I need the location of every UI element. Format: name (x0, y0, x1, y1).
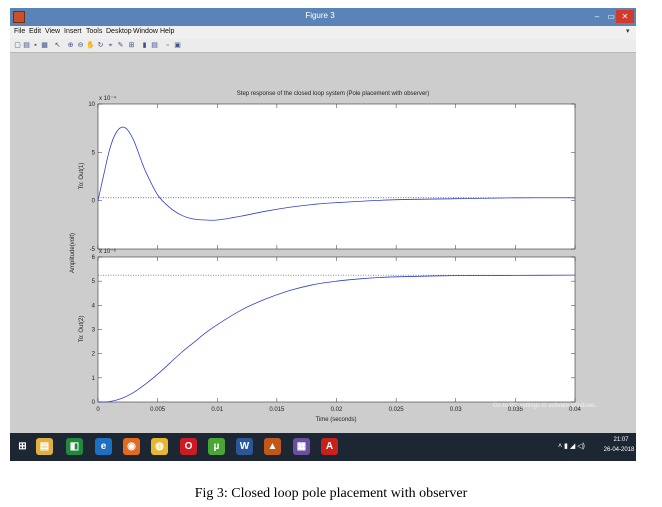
menu-file[interactable]: File (14, 28, 26, 35)
xtick-label: 0.03 (450, 407, 462, 413)
windows-start-icon[interactable]: ⊞ (14, 438, 31, 455)
xtick-label: 0.035 (508, 407, 524, 413)
step-response-chart: Step response of the closed loop system … (70, 91, 581, 423)
subplot-2-ytick-label: 4 (92, 303, 96, 309)
edit-plot-arrow-icon[interactable]: ↖ (54, 42, 61, 49)
figure-toolbar: ▢ ▤ ▪ ▦ ↖ ⊕ ⊖ ✋ ↻ ⌖ ✎ ⊞ ▮ ▤ ▫ ▣ (10, 39, 636, 53)
subplot-1-axes[interactable] (97, 103, 576, 250)
xtick-label: 0.015 (269, 407, 285, 413)
firefox-icon[interactable]: ◉ (123, 438, 140, 455)
subplot-2-ytick-label: 2 (92, 352, 96, 358)
subplot-2-ytick-label: 3 (92, 328, 96, 334)
subplot-2-exponent-label: x 10⁻⁶ (99, 248, 117, 255)
activate-windows-watermark: Activate Windows (493, 389, 572, 400)
xtick-label: 0.02 (331, 407, 343, 413)
subplot-2-ytick-label: 0 (92, 400, 96, 406)
subplot-2-ylabel: To: Out(2) (79, 316, 85, 343)
opera-icon[interactable]: O (180, 438, 197, 455)
subplot-1-ytick-label: 5 (92, 150, 96, 156)
chart-xlabel: Time (seconds) (315, 417, 356, 423)
hide-plot-tools-icon[interactable]: ▫ (166, 42, 169, 49)
pan-hand-icon[interactable]: ✋ (86, 42, 95, 49)
chart-ylabel: Amplitude(volt) (70, 233, 76, 273)
brush-icon[interactable]: ✎ (117, 42, 124, 49)
open-file-icon[interactable]: ▤ (23, 42, 30, 49)
menu-edit[interactable]: Edit (29, 28, 42, 35)
xtick-label: 0.01 (211, 407, 223, 413)
word-icon[interactable]: W (236, 438, 253, 455)
subplot-1-exponent-label: x 10⁻⁴ (99, 95, 117, 102)
media-app-icon[interactable]: ▦ (293, 438, 310, 455)
utorrent-icon[interactable]: µ (208, 438, 225, 455)
subplot-1-ytick-label: 0 (92, 199, 96, 205)
menu-overflow-arrow-icon[interactable]: ▾ (626, 28, 630, 35)
xtick-label: 0.025 (389, 407, 405, 413)
subplot-2-ytick-label: 1 (92, 376, 96, 382)
title-bar[interactable]: Figure 3 – ▭ ✕ (10, 8, 636, 26)
activate-windows-hint: Go to PC settings to activate Windows. (493, 403, 597, 409)
file-explorer-icon[interactable]: ▤ (36, 438, 53, 455)
menu-help[interactable]: Help (160, 28, 175, 35)
window-title: Figure 3 (305, 11, 335, 20)
zoom-in-icon[interactable]: ⊕ (67, 42, 74, 49)
subplot-2-response-line[interactable] (97, 274, 576, 403)
acrobat-icon[interactable]: A (321, 438, 338, 455)
new-figure-icon[interactable]: ▢ (14, 42, 21, 49)
store-icon[interactable]: ◧ (66, 438, 83, 455)
print-icon[interactable]: ▦ (41, 42, 48, 49)
subplot-2-axes[interactable] (97, 256, 576, 403)
xtick-label: 0.005 (150, 407, 166, 413)
subplot-1-ytick-label: -5 (90, 247, 96, 253)
insert-legend-icon[interactable]: ▤ (151, 42, 158, 49)
matlab-figure-icon[interactable] (13, 11, 25, 23)
internet-explorer-icon[interactable]: e (95, 438, 112, 455)
minimize-button[interactable]: – (594, 12, 600, 21)
matlab-icon[interactable]: ▲ (264, 438, 281, 455)
menu-window[interactable]: Window (133, 28, 158, 35)
subplot-1-ylabel: To: Out(1) (79, 163, 85, 190)
figure-canvas: Step response of the closed loop system … (10, 54, 636, 431)
xtick-label: 0 (96, 407, 100, 413)
clock-date[interactable]: 26-04-2018 (603, 447, 635, 453)
show-plot-tools-icon[interactable]: ▣ (174, 42, 181, 49)
subplot-2-ytick-label: 5 (92, 279, 96, 285)
system-tray-icons[interactable]: ˄ ▮ ◢ ◁) (558, 443, 585, 450)
menu-tools[interactable]: Tools (86, 28, 103, 35)
save-icon[interactable]: ▪ (34, 42, 37, 49)
link-plot-icon[interactable]: ⊞ (128, 42, 135, 49)
clock-time[interactable]: 21:07 (613, 437, 629, 443)
subplot-2-ytick-label: 6 (92, 255, 96, 261)
subplot-1-ytick-label: 10 (88, 102, 95, 108)
zoom-out-icon[interactable]: ⊖ (77, 42, 84, 49)
maximize-button[interactable]: ▭ (607, 12, 615, 21)
insert-colorbar-icon[interactable]: ▮ (142, 42, 147, 49)
subplot-1-response-line[interactable] (97, 126, 576, 221)
menu-bar: File Edit View Insert Tools Desktop Wind… (10, 26, 636, 39)
data-cursor-icon[interactable]: ⌖ (108, 42, 113, 49)
rotate-3d-icon[interactable]: ↻ (97, 42, 104, 49)
chart-title: Step response of the closed loop system … (237, 91, 429, 97)
menu-desktop[interactable]: Desktop (106, 28, 132, 35)
menu-insert[interactable]: Insert (64, 28, 82, 35)
chrome-icon[interactable]: ◍ (151, 438, 168, 455)
xtick-label: 0.04 (569, 407, 581, 413)
menu-view[interactable]: View (45, 28, 61, 35)
close-button[interactable]: ✕ (616, 10, 634, 23)
screen: Figure 3 – ▭ ✕ File Edit View Insert Too… (10, 8, 636, 461)
figure-caption: Fig 3: Closed loop pole placement with o… (194, 486, 468, 501)
